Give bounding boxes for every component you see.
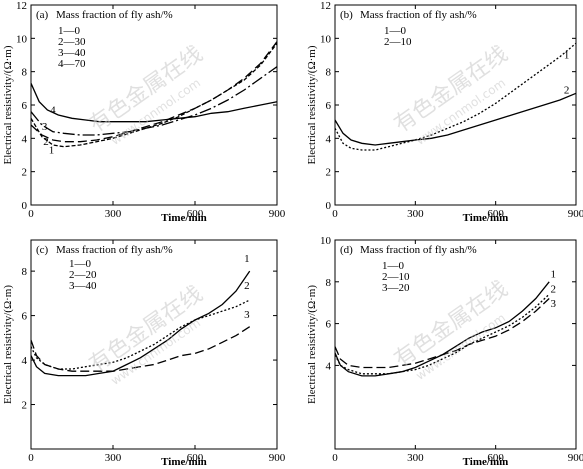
panel-label: (d)	[340, 244, 353, 256]
series-line-1	[334, 281, 550, 377]
y-tick-label: 6	[326, 319, 332, 331]
legend-entry: 3—40	[58, 47, 86, 59]
series-line-1	[30, 270, 251, 377]
y-tick-label: 8	[326, 67, 332, 79]
x-tick-label: 900	[568, 208, 583, 220]
y-tick-label: 12	[320, 0, 331, 12]
y-axis-title: Electrical resistivity/(Ω·m)	[2, 285, 14, 404]
legend-entry: 2—30	[58, 36, 86, 48]
plot-frame	[334, 4, 577, 206]
legend-entry: 1—0	[384, 25, 407, 37]
curve-label: 2	[564, 84, 570, 96]
legend-title: Mass fraction of fly ash/%	[360, 244, 477, 256]
y-tick-label: 2	[22, 167, 28, 179]
y-tick-label: 2	[326, 167, 332, 179]
legend-title: Mass fraction of fly ash/%	[360, 9, 477, 21]
y-tick-label: 4	[22, 133, 28, 145]
curve-label: 4	[50, 104, 56, 116]
curve-label: 2	[244, 280, 250, 292]
y-tick-label: 10	[16, 33, 28, 45]
y-tick-label: 4	[326, 133, 332, 145]
series-line-2	[30, 299, 250, 370]
x-tick-label: 300	[105, 208, 122, 220]
series-line-3	[30, 66, 278, 136]
plot-frame	[334, 239, 577, 450]
legend-title: Mass fraction of fly ash/%	[56, 244, 173, 256]
legend-entry: 3—40	[69, 280, 97, 292]
x-tick-label: 0	[28, 452, 34, 464]
x-axis-title: Time/min	[161, 212, 207, 224]
curve-label: 2	[43, 136, 49, 148]
x-tick-label: 0	[332, 452, 338, 464]
x-tick-label: 600	[187, 452, 204, 464]
series-line-2	[334, 293, 550, 375]
plot-frame	[30, 239, 278, 450]
panel-d: 0 300 600 900 4 6 8 10 Time/min Electrical resist…	[306, 235, 583, 468]
series-line-4	[30, 83, 278, 123]
curve-label: 1	[564, 49, 570, 61]
x-tick-label: 300	[105, 452, 122, 464]
x-tick-label: 900	[269, 452, 286, 464]
series-line-2	[334, 92, 577, 146]
x-tick-label: 900	[269, 208, 286, 220]
x-axis-title: Time/min	[463, 212, 509, 224]
y-tick-label: 6	[22, 311, 28, 323]
y-axis-title: Electrical resistivity/(Ω·m)	[306, 45, 318, 164]
x-tick-label: 0	[28, 208, 34, 220]
legend-entry: 1—0	[69, 258, 92, 270]
legend-entry: 1—0	[382, 260, 405, 272]
y-tick-label: 12	[16, 0, 27, 12]
x-tick-label: 900	[568, 452, 583, 464]
y-tick-label: 6	[326, 100, 332, 112]
panel-label: (a)	[36, 9, 49, 21]
x-tick-label: 300	[407, 452, 424, 464]
legend-entry: 1—0	[58, 25, 81, 37]
y-tick-label: 6	[22, 100, 28, 112]
legend-title: Mass fraction of fly ash/%	[56, 9, 173, 21]
x-tick-label: 600	[187, 208, 204, 220]
panel-label: (b)	[340, 9, 353, 21]
legend-entry: 2—10	[384, 36, 412, 48]
curve-label: 3	[550, 298, 556, 310]
curve-label: 2	[550, 283, 556, 295]
curve-label: 3	[42, 121, 48, 133]
y-tick-label: 0	[326, 200, 332, 212]
curve-label: 1	[550, 269, 556, 281]
y-axis-title: Electrical resistivity/(Ω·m)	[2, 45, 14, 164]
series-line-3	[334, 298, 550, 369]
y-tick-label: 0	[22, 200, 28, 212]
series-line-2	[30, 41, 278, 143]
y-axis-title: Electrical resistivity/(Ω·m)	[306, 285, 318, 404]
y-tick-label: 8	[326, 277, 332, 289]
x-tick-label: 300	[407, 208, 424, 220]
y-tick-label: 8	[22, 67, 28, 79]
y-tick-label: 8	[22, 266, 28, 278]
curve-label: 1	[244, 253, 250, 265]
x-tick-label: 0	[332, 208, 338, 220]
y-tick-label: 10	[320, 33, 332, 45]
series-line-3	[30, 326, 251, 372]
x-axis-title: Time/min	[463, 456, 509, 468]
curve-label: 1	[49, 144, 55, 156]
y-tick-label: 10	[320, 235, 332, 247]
legend-entry: 4—70	[58, 58, 86, 70]
panel-label: (c)	[36, 244, 49, 256]
curve-label: 3	[244, 309, 250, 321]
series-line-1	[30, 42, 278, 148]
y-tick-label: 4	[22, 355, 28, 367]
x-axis-title: Time/min	[161, 456, 207, 468]
y-tick-label: 2	[22, 400, 28, 412]
legend-entry: 2—20	[69, 269, 97, 281]
series-line-1	[334, 42, 577, 151]
panel-c: 0 300 600 900 2 4 6 8 Time/min Electrical resisti…	[2, 239, 286, 468]
x-tick-label: 600	[487, 208, 504, 220]
legend-entry: 3—20	[382, 282, 410, 294]
x-tick-label: 600	[487, 452, 504, 464]
legend-entry: 2—10	[382, 271, 410, 283]
y-tick-label: 4	[326, 360, 332, 372]
